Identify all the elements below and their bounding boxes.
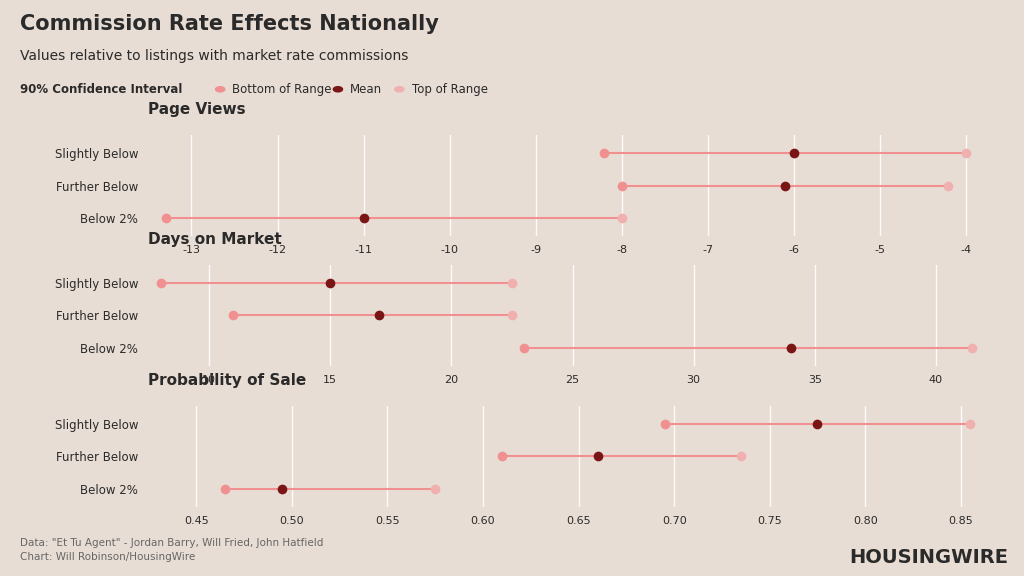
Text: Mean: Mean <box>350 83 382 96</box>
Text: Commission Rate Effects Nationally: Commission Rate Effects Nationally <box>20 14 439 35</box>
Text: Probability of Sale: Probability of Sale <box>148 373 307 388</box>
Text: Page Views: Page Views <box>148 102 246 118</box>
Text: Days on Market: Days on Market <box>148 232 283 247</box>
Text: 90% Confidence Interval: 90% Confidence Interval <box>20 83 183 96</box>
Text: HOUSINGWIRE: HOUSINGWIRE <box>850 548 1009 567</box>
Text: Values relative to listings with market rate commissions: Values relative to listings with market … <box>20 49 409 63</box>
Text: Bottom of Range: Bottom of Range <box>232 83 332 96</box>
Text: Top of Range: Top of Range <box>412 83 487 96</box>
Text: Data: "Et Tu Agent" - Jordan Barry, Will Fried, John Hatfield
Chart: Will Robins: Data: "Et Tu Agent" - Jordan Barry, Will… <box>20 537 324 562</box>
